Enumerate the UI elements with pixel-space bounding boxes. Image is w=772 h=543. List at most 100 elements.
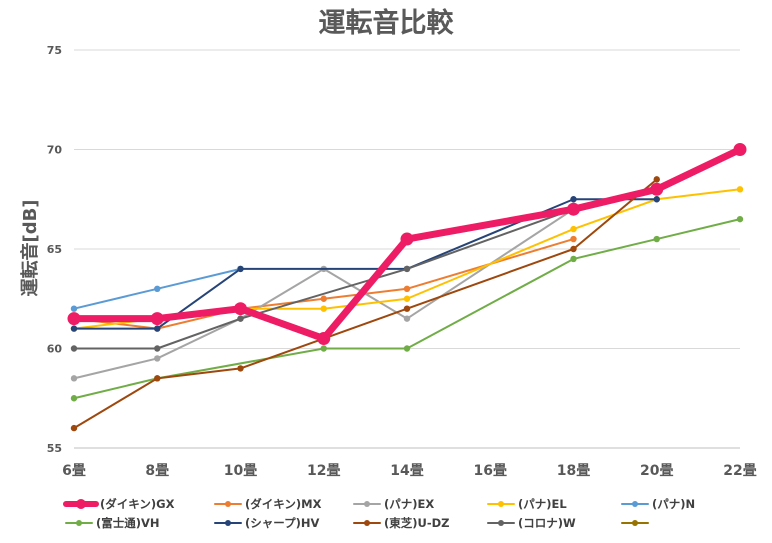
y-tick-label: 70 (47, 144, 63, 157)
data-point (70, 345, 78, 352)
series-0 (67, 143, 747, 346)
data-point (70, 325, 78, 332)
y-tick-label: 65 (47, 243, 62, 256)
x-tick-label: 14畳 (390, 463, 423, 479)
x-tick-label: 6畳 (62, 463, 86, 479)
legend-item: (パナ)N (621, 497, 695, 511)
y-tick-label: 75 (47, 44, 62, 57)
legend-label: (パナ)EX (384, 497, 434, 511)
legend-item: (富士通)VH (65, 516, 160, 530)
data-point (570, 225, 577, 233)
legend-item: (パナ)EL (487, 497, 567, 511)
data-point (70, 375, 78, 382)
legend-label: (ダイキン)MX (245, 497, 322, 511)
y-tick-label: 60 (47, 343, 63, 356)
data-point (650, 182, 664, 196)
legend-swatch-marker (498, 520, 504, 526)
data-point (150, 312, 164, 326)
data-point (320, 345, 327, 352)
legend-label: (シャープ)HV (245, 516, 319, 530)
legend-swatch-marker (632, 501, 638, 507)
legend-swatch-marker (498, 501, 504, 507)
data-point (403, 265, 411, 273)
data-point (234, 302, 247, 316)
legend-label: (ダイキン)GX (100, 497, 175, 511)
data-point (570, 255, 577, 263)
data-point (403, 315, 411, 322)
legend-item: (ダイキン)GX (63, 497, 175, 511)
legend-label: (富士通)VH (96, 516, 160, 530)
legend-item: (シャープ)HV (214, 516, 319, 530)
legend-item: (コロナ)W (487, 516, 576, 530)
x-tick-labels: 6畳 8畳 10畳 12畳 14畳 16畳 18畳 20畳 22畳 (62, 463, 757, 479)
chart-title: 運転音比較 (319, 7, 455, 39)
data-point (570, 235, 577, 243)
data-point (403, 285, 411, 292)
legend: (ダイキン)GX (ダイキン)MX (パナ)EX (パナ)EL (パナ)N (富士通)VH… (63, 497, 695, 530)
y-axis-label: 運転音[dB] (19, 199, 41, 296)
legend-label: (コロナ)W (518, 516, 576, 530)
data-point (403, 295, 411, 302)
x-tick-label: 8畳 (145, 463, 169, 479)
data-point (570, 196, 577, 203)
data-point (154, 345, 161, 352)
x-tick-label: 10畳 (224, 463, 257, 479)
x-tick-label: 22畳 (723, 463, 756, 479)
data-point (154, 285, 161, 292)
data-point (736, 186, 744, 193)
series-line (70, 146, 744, 343)
x-tick-label: 12畳 (307, 463, 340, 479)
legend-label: (パナ)EL (518, 497, 567, 511)
legend-swatch-marker (364, 501, 370, 507)
data-point (653, 235, 660, 243)
data-point (736, 215, 744, 223)
legend-swatch-marker (76, 520, 82, 526)
data-point (403, 345, 411, 352)
legend-item: (東芝)U-DZ (353, 516, 450, 530)
data-point (570, 245, 577, 253)
series-8 (70, 206, 577, 352)
legend-item: (ダイキン)MX (214, 497, 322, 511)
data-point (320, 305, 327, 312)
legend-item: (パナ)EX (353, 497, 434, 511)
y-tick-label: 55 (47, 442, 62, 455)
data-point (400, 232, 414, 246)
x-tick-label: 16畳 (474, 463, 507, 479)
data-point (403, 305, 411, 312)
data-point (70, 305, 78, 312)
data-point (237, 315, 244, 322)
legend-swatch-marker (364, 520, 370, 526)
series-6 (70, 196, 660, 332)
legend-swatch-marker (225, 520, 231, 526)
data-point (154, 325, 161, 332)
data-point (320, 295, 327, 302)
data-point (154, 375, 161, 382)
data-point (733, 143, 747, 156)
data-point (154, 355, 161, 362)
legend-item (621, 520, 649, 526)
series-lines (67, 143, 747, 432)
legend-swatch-marker (225, 501, 231, 507)
series-line (73, 198, 658, 330)
legend-swatch-marker (76, 499, 86, 509)
series-line (73, 238, 575, 330)
data-point (653, 196, 660, 203)
gridlines (74, 49, 740, 449)
x-tick-label: 20畳 (640, 463, 673, 479)
legend-label: (東芝)U-DZ (384, 516, 450, 530)
y-tick-labels: 55 60 65 70 75 (47, 44, 63, 455)
series-4 (70, 265, 244, 312)
data-point (317, 332, 331, 346)
data-point (567, 202, 580, 216)
series-line (73, 208, 575, 380)
data-point (653, 176, 660, 183)
data-point (70, 395, 78, 402)
data-point (70, 424, 78, 432)
legend-label: (パナ)N (652, 497, 695, 511)
x-tick-label: 18畳 (557, 463, 590, 479)
legend-swatch-marker (632, 520, 638, 526)
data-point (237, 365, 244, 372)
data-point (237, 265, 244, 273)
data-point (67, 312, 81, 326)
